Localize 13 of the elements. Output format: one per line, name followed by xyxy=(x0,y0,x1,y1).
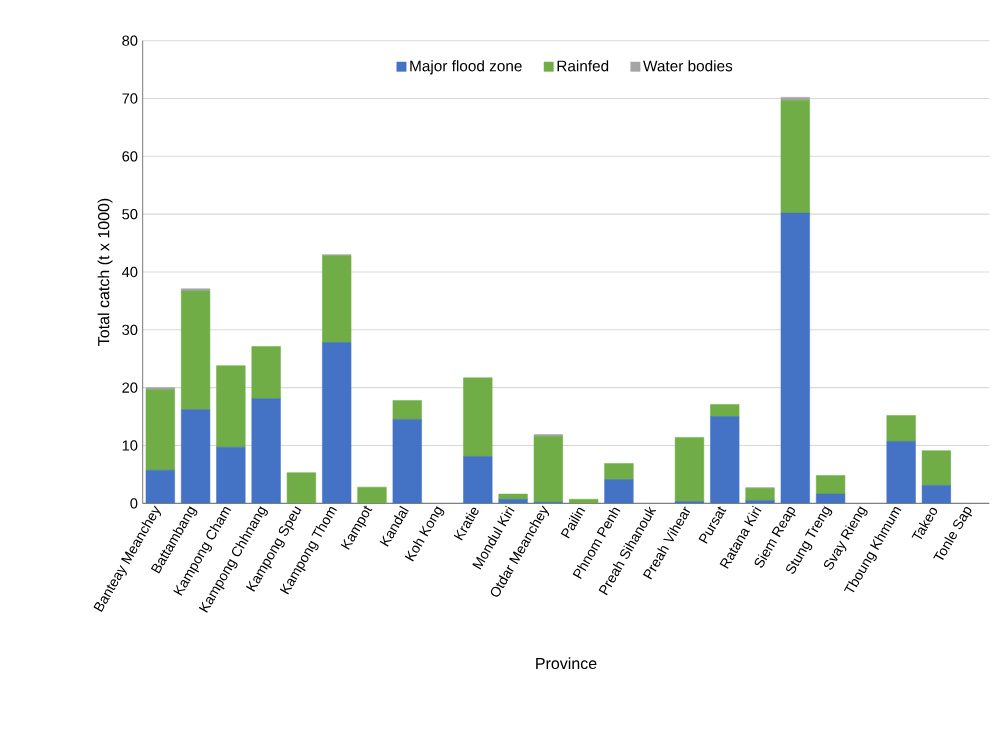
y-axis-title: Total catch (t x 1000) xyxy=(97,198,113,346)
y-tick-label: 30 xyxy=(122,324,138,336)
y-tick-label: 40 xyxy=(121,266,138,278)
y-tick-label: 50 xyxy=(122,208,138,220)
y-tick-label: 80 xyxy=(122,35,138,46)
y-tick-label: 10 xyxy=(122,440,138,451)
x-axis-title: Province xyxy=(536,657,597,670)
y-tick-label: 60 xyxy=(122,151,138,162)
legend-label: Water bodies xyxy=(643,60,733,72)
legend-label: Rainfed xyxy=(557,60,609,72)
legend-label: Major flood zone xyxy=(410,60,522,75)
y-tick-label: 70 xyxy=(122,93,138,104)
y-tick-label: 20 xyxy=(122,382,138,393)
